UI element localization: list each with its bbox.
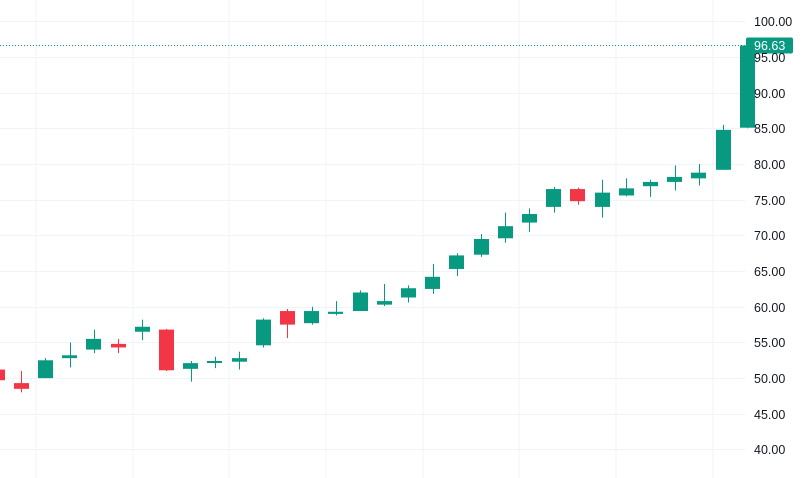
y-tick-label: 65.00 bbox=[754, 265, 785, 279]
candle-body bbox=[716, 129, 731, 170]
candle-body bbox=[425, 276, 440, 289]
candle-body bbox=[14, 383, 29, 389]
candle-body bbox=[522, 214, 537, 223]
candle-body bbox=[111, 343, 126, 348]
candle-body bbox=[401, 288, 416, 298]
candle-body bbox=[570, 189, 585, 202]
candle-body bbox=[0, 369, 5, 381]
y-tick-label: 95.00 bbox=[754, 51, 785, 65]
candle-body bbox=[595, 192, 610, 207]
candle-body bbox=[183, 363, 198, 369]
candle-body bbox=[377, 301, 392, 305]
last-price-line-group: 96.63 bbox=[0, 37, 793, 54]
candle-body bbox=[353, 292, 368, 312]
y-tick-label: 60.00 bbox=[754, 301, 785, 315]
y-tick-label: 45.00 bbox=[754, 408, 785, 422]
candle-body bbox=[449, 255, 464, 269]
y-tick-label: 85.00 bbox=[754, 122, 785, 136]
candle-body bbox=[38, 360, 53, 379]
candle-body bbox=[667, 176, 682, 182]
candle-body bbox=[619, 188, 634, 196]
y-tick-label: 80.00 bbox=[754, 158, 785, 172]
candle-body bbox=[135, 326, 150, 332]
y-tick-label: 100.00 bbox=[754, 15, 792, 29]
grid bbox=[0, 0, 745, 478]
candle-body bbox=[498, 226, 513, 239]
candle-body bbox=[474, 239, 489, 255]
y-tick-label: 70.00 bbox=[754, 229, 785, 243]
y-tick-label: 75.00 bbox=[754, 194, 785, 208]
y-tick-label: 90.00 bbox=[754, 87, 785, 101]
candle-body bbox=[304, 311, 319, 324]
candle-body bbox=[232, 358, 247, 362]
candles bbox=[0, 43, 755, 393]
candle-body bbox=[740, 45, 755, 128]
last-price-badge bbox=[746, 37, 793, 54]
y-tick-label: 55.00 bbox=[754, 336, 785, 350]
candle-body bbox=[159, 329, 174, 371]
candle-body bbox=[328, 311, 343, 314]
y-tick-label: 40.00 bbox=[754, 443, 785, 457]
candle-body bbox=[546, 189, 561, 207]
candle-body bbox=[207, 360, 222, 363]
candle-body bbox=[691, 172, 706, 179]
candle-body bbox=[643, 181, 658, 187]
last-price-label: 96.63 bbox=[754, 39, 785, 53]
y-axis: 40.00 45.00 50.00 55.00 60.00 65.00 70.00 75.00… bbox=[754, 15, 792, 457]
candle-body bbox=[280, 311, 295, 325]
candle-body bbox=[62, 355, 77, 359]
candle-body bbox=[86, 338, 101, 350]
y-tick-label: 50.00 bbox=[754, 372, 785, 386]
candle-body bbox=[256, 319, 271, 346]
